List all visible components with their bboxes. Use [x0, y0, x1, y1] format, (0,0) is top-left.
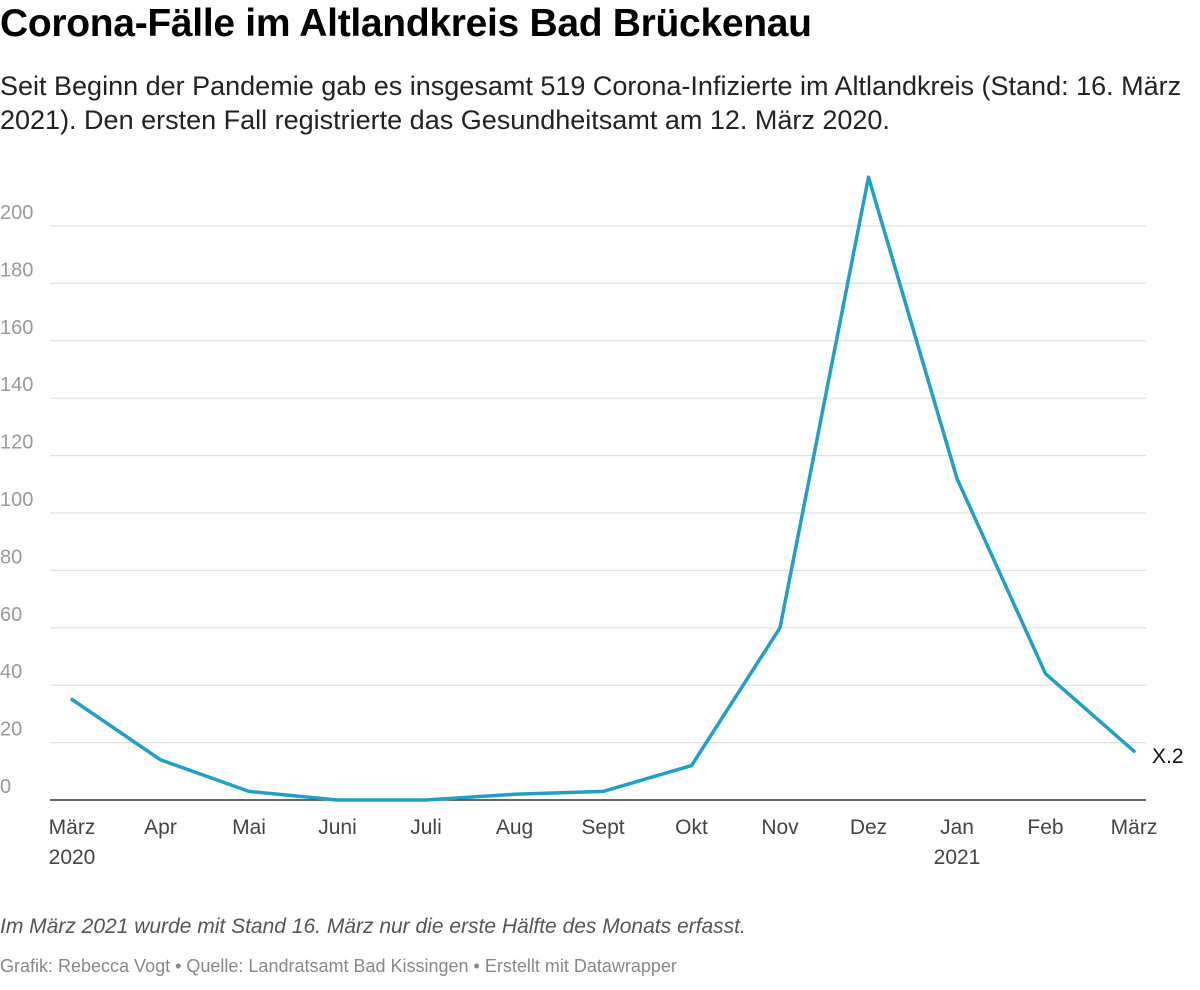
y-tick-label: 80	[0, 546, 22, 568]
x-tick-label: Feb	[1027, 816, 1063, 839]
x-tick-label: Juli	[410, 816, 442, 839]
y-tick-label: 40	[0, 661, 22, 683]
chart-title: Corona-Fälle im Altlandkreis Bad Brücken…	[0, 2, 812, 45]
x-tick-label: Sept	[581, 816, 624, 839]
chart-note: Im März 2021 wurde mit Stand 16. März nu…	[0, 915, 746, 938]
chart-credits: Grafik: Rebecca Vogt • Quelle: Landratsa…	[0, 956, 677, 976]
y-tick-label: 0	[0, 776, 11, 798]
line-chart: 0 20 40 60 80 100 120 140 160 180 200 März 2020 Apr Ma…	[0, 175, 1184, 869]
x-tick-label: Nov	[761, 816, 799, 839]
x-tick-label: Aug	[496, 816, 533, 839]
x-tick-label: Juni	[318, 816, 357, 839]
x-tick-label: Okt	[675, 816, 708, 839]
y-tick-label: 200	[0, 202, 33, 224]
x-tick-label: Mai	[232, 816, 266, 839]
x-tick-label: Jan	[940, 816, 974, 839]
y-tick-label: 60	[0, 604, 22, 626]
chart-subtitle: Seit Beginn der Pandemie gab es insgesam…	[0, 71, 1182, 135]
series-end-label: X.2	[1152, 745, 1184, 768]
x-tick-label: Dez	[850, 816, 887, 839]
x-year-label: 2020	[49, 846, 96, 869]
x-tick-label: März	[1111, 816, 1158, 839]
y-tick-label: 180	[0, 259, 33, 281]
y-tick-label: 160	[0, 317, 33, 339]
x-year-label: 2021	[934, 846, 981, 869]
y-tick-label: 20	[0, 719, 22, 741]
x-tick-label: Apr	[144, 816, 177, 839]
series-line-corona-faelle	[70, 175, 1136, 802]
y-tick-label: 140	[0, 374, 33, 396]
y-tick-label: 100	[0, 489, 33, 511]
x-tick-label: März	[49, 816, 96, 839]
y-tick-label: 120	[0, 432, 33, 454]
